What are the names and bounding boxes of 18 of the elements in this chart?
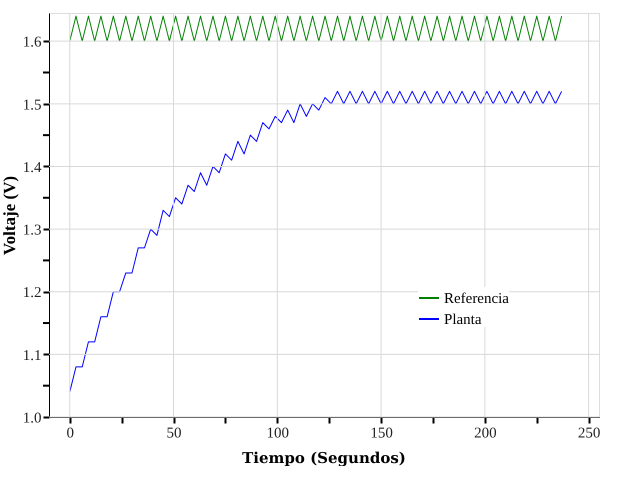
legend-label: Planta bbox=[444, 312, 482, 328]
y-tick-label: 1.6 bbox=[22, 34, 42, 51]
y-tick-label: 1.4 bbox=[22, 160, 42, 176]
y-tick-label: 1.3 bbox=[22, 222, 42, 239]
x-axis-title: Tiempo (Segundos) bbox=[242, 449, 406, 467]
legend-label: Referencia bbox=[444, 291, 510, 307]
y-tick-label: 1.1 bbox=[22, 348, 42, 364]
x-tick-label: 200 bbox=[474, 426, 497, 442]
x-tick-label: 150 bbox=[370, 426, 393, 442]
x-tick-label: 50 bbox=[166, 426, 182, 442]
y-tick-label: 1.0 bbox=[22, 410, 42, 426]
line-series bbox=[69, 90, 562, 392]
y-tick-label: 1.2 bbox=[22, 285, 42, 302]
x-tick-label: 250 bbox=[578, 426, 600, 442]
x-tick-label: 0 bbox=[66, 426, 74, 442]
y-tick-label: 1.5 bbox=[22, 97, 42, 114]
x-tick-label: 100 bbox=[266, 426, 290, 442]
y-axis-title: Voltaje (V) bbox=[0, 176, 19, 256]
